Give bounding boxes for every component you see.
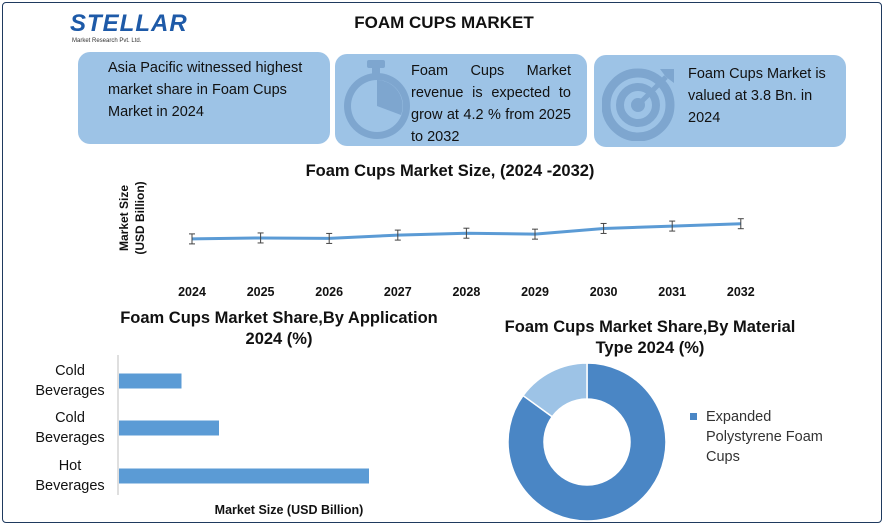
brand-logo: STELLAR Market Research Pvt. Ltd.: [70, 10, 200, 50]
category-label-line2: Beverages: [35, 430, 104, 446]
data-point: [394, 229, 401, 241]
y-axis-label-unit: (USD Billion): [133, 181, 147, 254]
x-tick-label: 2029: [521, 285, 549, 299]
target-icon: [602, 68, 675, 141]
y-axis-label: Market Size: [117, 185, 131, 251]
stat-card-growth: Foam Cups Market revenue is expected to …: [335, 54, 587, 146]
stat-card-region: Asia Pacific witnessed highest market sh…: [78, 52, 330, 144]
x-tick-label: 2031: [658, 285, 686, 299]
data-point: [189, 233, 195, 245]
category-label: Cold: [55, 410, 85, 426]
line-chart: Market Size (USD Billion) 2024 2025 2026 2027…: [117, 181, 755, 299]
stopwatch-icon: [344, 60, 410, 139]
x-tick-label: 2030: [590, 285, 618, 299]
legend-swatch: [690, 413, 697, 420]
x-tick-label: 2032: [727, 285, 755, 299]
category-label-line2: Beverages: [35, 478, 104, 494]
bar-chart-title: Foam Cups Market Share,By Application 20…: [120, 309, 438, 348]
x-tick-label: 2025: [247, 285, 275, 299]
category-label: Cold: [55, 363, 85, 379]
stat-card-value: Foam Cups Market is valued at 3.8 Bn. in…: [594, 55, 846, 147]
brand-name: STELLAR: [70, 10, 188, 37]
legend-label: Expanded Polystyrene Foam Cups: [706, 409, 823, 465]
stat-card-region-text: Asia Pacific witnessed highest market sh…: [108, 60, 303, 120]
donut-chart-title: Foam Cups Market Share,By Material Type …: [504, 318, 796, 357]
x-tick-label: 2024: [178, 285, 206, 299]
bar: [119, 420, 219, 436]
line-chart-title: Foam Cups Market Size, (2024 -2032): [305, 162, 595, 180]
page-title: FOAM CUPS MARKET: [354, 13, 534, 32]
data-point: [737, 218, 744, 230]
data-point: [669, 220, 676, 232]
x-axis-label: Market Size (USD Billion): [215, 503, 364, 517]
x-tick-label: 2027: [384, 285, 412, 299]
data-point: [257, 232, 264, 244]
donut-slice: [522, 362, 588, 418]
data-point: [600, 222, 607, 234]
x-tick-label: 2026: [315, 285, 343, 299]
category-label: Hot: [59, 458, 82, 474]
category-label-line2: Beverages: [35, 383, 104, 399]
donut-slice: [507, 362, 667, 522]
stat-card-growth-text: Foam Cups Market revenue is expected to …: [411, 63, 571, 145]
x-tick-label: 2028: [452, 285, 480, 299]
data-point: [463, 227, 470, 239]
bar-chart: Cold Beverages Cold Beverages Hot Beverages Ma…: [35, 355, 369, 517]
donut-chart: [507, 362, 667, 522]
bar: [119, 373, 182, 389]
stat-card-value-text: Foam Cups Market is valued at 3.8 Bn. in…: [688, 66, 826, 126]
data-point: [532, 228, 538, 240]
data-point: [326, 232, 333, 244]
brand-tagline: Market Research Pvt. Ltd.: [72, 38, 142, 44]
bar: [119, 468, 369, 484]
